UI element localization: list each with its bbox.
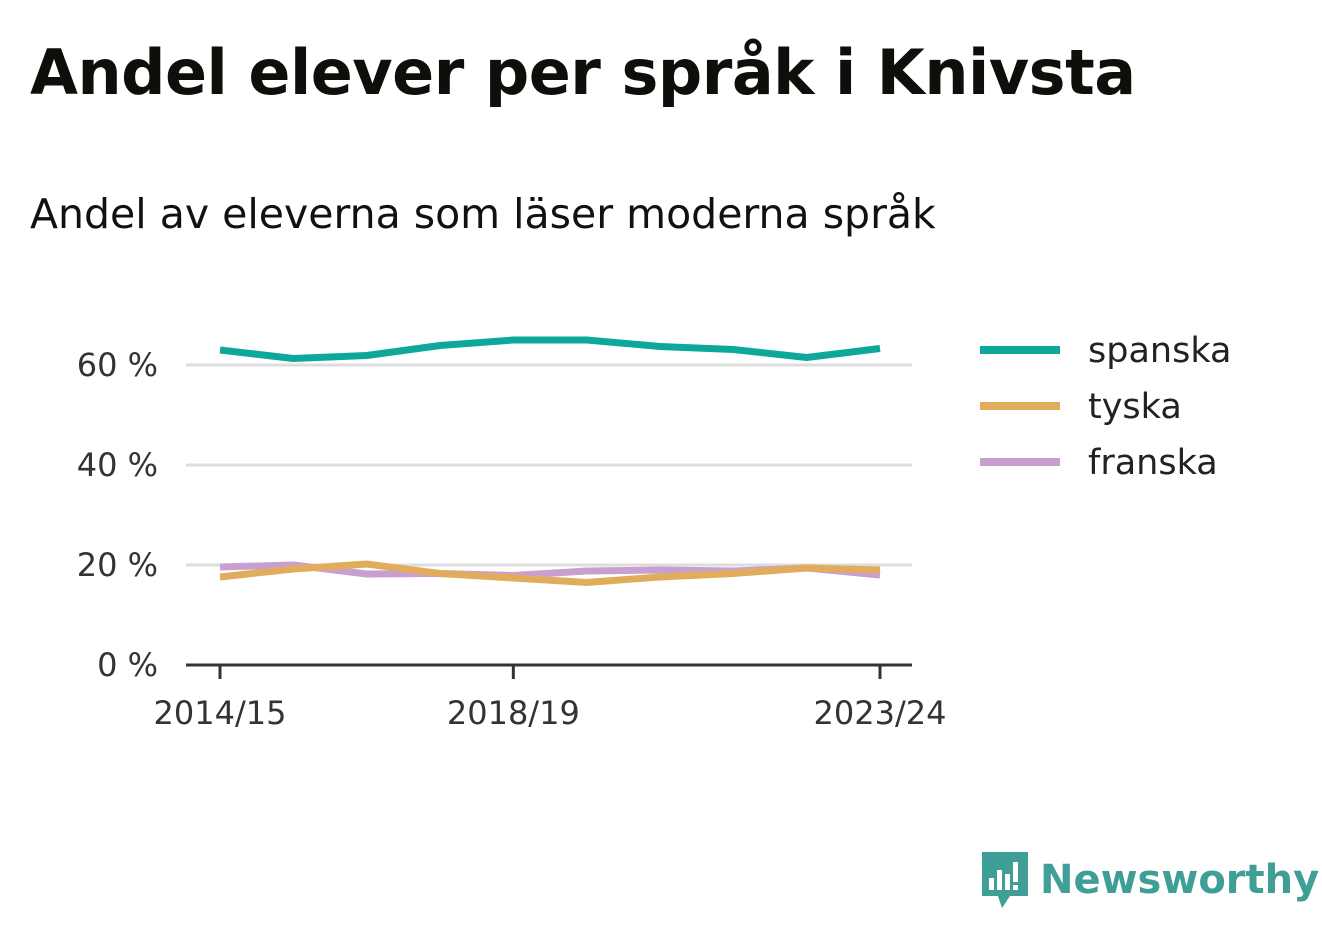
- legend-label-tyska: tyska: [1088, 387, 1182, 427]
- y-tick-label: 60 %: [77, 346, 158, 384]
- newsworthy-logo-icon: [982, 852, 1028, 908]
- chart-title: Andel elever per språk i Knivsta: [30, 36, 1136, 109]
- y-tick-label: 20 %: [77, 546, 158, 584]
- y-tick-label: 40 %: [77, 446, 158, 484]
- series-line-tyska: [219, 560, 881, 586]
- newsworthy-logo-text: Newsworthy: [1040, 857, 1320, 903]
- x-axis-labels: 2014/15 2018/19 2023/24: [154, 694, 947, 732]
- x-axis: [186, 663, 912, 679]
- legend-label-spanska: spanska: [1088, 331, 1231, 371]
- x-tick-label: 2018/19: [447, 694, 580, 732]
- legend: spanska tyska franska: [980, 331, 1231, 483]
- x-tick-label: 2023/24: [814, 694, 947, 732]
- y-tick-label: 0 %: [97, 646, 158, 684]
- legend-label-franska: franska: [1088, 443, 1218, 483]
- newsworthy-logo: Newsworthy: [980, 850, 1319, 910]
- x-tick-label: 2014/15: [154, 694, 287, 732]
- y-axis-labels: 0 % 20 % 40 % 60 %: [77, 346, 158, 684]
- chart-subtitle: Andel av eleverna som läser moderna språ…: [30, 190, 936, 238]
- series-lines: [219, 336, 881, 586]
- grid-lines: [186, 363, 912, 567]
- series-line-spanska: [219, 336, 881, 362]
